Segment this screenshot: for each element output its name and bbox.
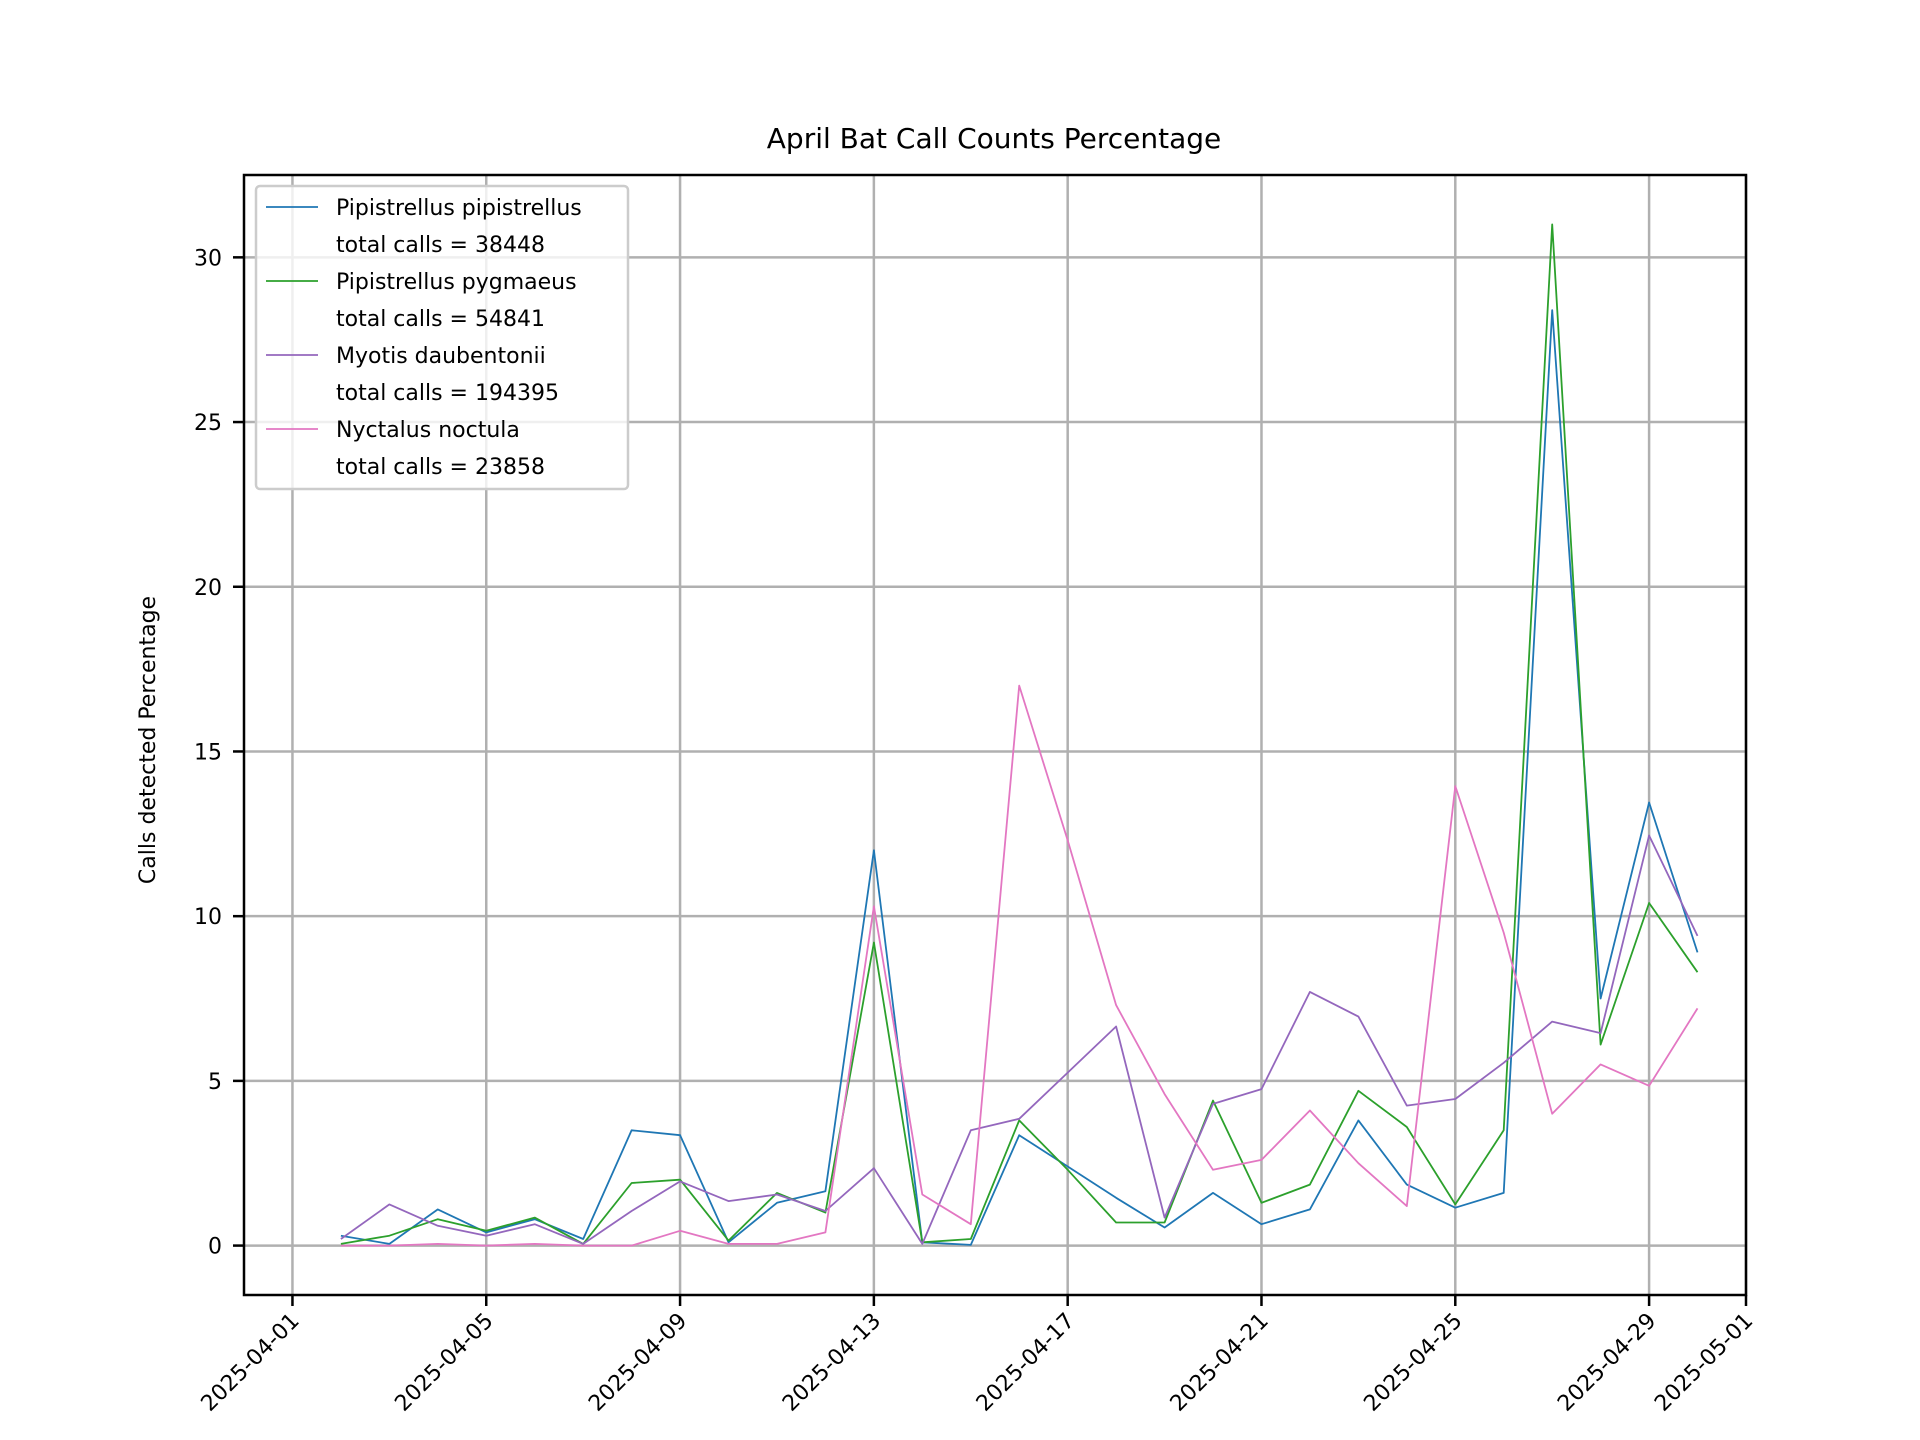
legend-label: Pipistrellus pipistrellus	[336, 196, 582, 221]
y-tick-label: 5	[208, 1070, 222, 1095]
y-tick-label: 20	[194, 576, 222, 601]
series-lines	[340, 223, 1699, 1247]
series-line-pipistrellus-pipistrellus	[340, 309, 1699, 1246]
legend-total: total calls = 194395	[336, 381, 559, 406]
legend: Pipistrellus pipistrellus total calls = 3…	[254, 184, 630, 491]
legend-total: total calls = 54841	[336, 307, 545, 332]
legend-label: Nyctalus noctula	[336, 418, 520, 443]
legend-label: Myotis daubentonii	[336, 344, 546, 369]
legend-total: total calls = 23858	[336, 455, 545, 480]
y-axis: 0 5 10 15 20 25 30	[194, 246, 244, 1260]
y-tick-label: 30	[194, 246, 222, 271]
y-tick-label: 15	[194, 740, 222, 765]
y-tick-label: 25	[194, 411, 222, 436]
legend-total: total calls = 38448	[336, 233, 545, 258]
plot-frame	[242, 173, 1748, 1297]
series-line-nyctalus-noctula	[340, 684, 1699, 1247]
legend-box	[254, 184, 630, 491]
y-tick-label: 10	[194, 905, 222, 930]
series-line-pipistrellus-pygmaeus	[340, 223, 1699, 1245]
chart-title: April Bat Call Counts Percentage	[767, 122, 1221, 155]
y-tick-label: 0	[208, 1235, 222, 1260]
y-axis-label: Calls detected Percentage	[136, 596, 161, 884]
legend-label: Pipistrellus pygmaeus	[336, 270, 577, 295]
series-line-myotis-daubentonii	[340, 834, 1699, 1245]
